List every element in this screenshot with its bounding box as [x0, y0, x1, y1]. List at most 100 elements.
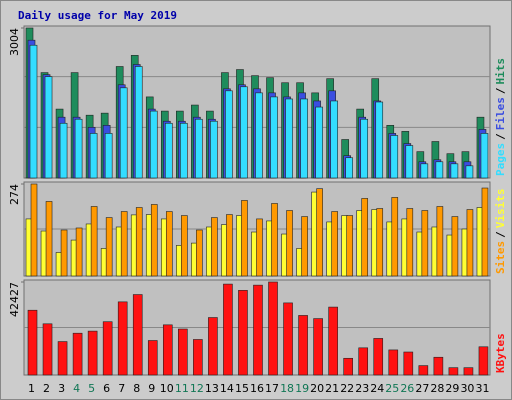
bar — [418, 365, 429, 376]
bar — [373, 338, 384, 376]
legend-entry: Visits — [494, 189, 507, 229]
bar — [463, 367, 474, 376]
x-tick-label: 11 — [175, 382, 189, 395]
y-tick-label: 3004 — [8, 28, 21, 56]
y-tick-label: 274 — [8, 184, 21, 205]
bar — [223, 283, 233, 376]
bar — [27, 309, 38, 376]
bar — [433, 356, 444, 376]
bar — [403, 351, 414, 376]
x-tick-label: 28 — [430, 382, 444, 395]
bar — [44, 76, 53, 179]
bar — [271, 203, 278, 277]
x-tick-label: 29 — [445, 382, 459, 395]
bar — [164, 122, 173, 179]
x-tick-label: 16 — [250, 382, 264, 395]
bar — [208, 317, 218, 376]
bar — [450, 163, 459, 179]
x-tick-label: 26 — [400, 382, 414, 395]
bar — [361, 198, 369, 277]
bar — [181, 215, 188, 277]
bar — [466, 209, 474, 277]
bar — [211, 217, 218, 277]
bar — [196, 229, 203, 277]
bar — [451, 216, 459, 277]
bar — [391, 197, 399, 277]
x-tick-label: 9 — [148, 382, 155, 395]
x-tick-label: 5 — [88, 382, 95, 395]
bar — [388, 349, 399, 376]
x-tick-label: 13 — [205, 382, 219, 395]
x-tick-label: 3 — [58, 382, 65, 395]
x-tick-label: 24 — [370, 382, 384, 395]
bar — [240, 86, 248, 179]
bar — [360, 118, 369, 179]
x-tick-label: 6 — [103, 382, 110, 395]
bar — [345, 157, 353, 179]
bar — [300, 98, 308, 179]
bar — [241, 200, 248, 277]
x-tick-label: 22 — [340, 382, 354, 395]
x-tick-label: 2 — [43, 382, 50, 395]
bar — [298, 315, 308, 376]
bar — [210, 120, 218, 179]
bar — [285, 98, 293, 179]
bar — [301, 216, 308, 277]
bar — [346, 215, 353, 277]
bar — [286, 210, 293, 277]
bar — [406, 208, 414, 277]
bar — [238, 290, 248, 376]
bar — [90, 206, 98, 277]
bar — [117, 301, 128, 376]
bar — [195, 118, 203, 179]
bar — [132, 294, 143, 376]
x-tick-label: 15 — [235, 382, 249, 395]
bar — [405, 145, 414, 179]
bar — [465, 165, 474, 179]
bar — [134, 66, 143, 179]
bar — [105, 217, 113, 277]
bar — [30, 183, 38, 277]
bar — [331, 211, 338, 277]
bar — [226, 214, 233, 277]
x-tick-label: 20 — [310, 382, 324, 395]
legend-entry: Files — [494, 97, 507, 130]
bar — [120, 211, 128, 277]
x-tick-label: 17 — [265, 382, 279, 395]
bar — [147, 340, 158, 376]
bar — [150, 204, 158, 277]
x-tick-label: 8 — [133, 382, 140, 395]
bar — [45, 201, 53, 277]
x-tick-label: 18 — [280, 382, 294, 395]
legend-separator: / — [494, 231, 507, 238]
bar — [283, 302, 293, 376]
bar — [313, 318, 323, 376]
bar — [253, 284, 263, 376]
bar — [481, 187, 489, 277]
bar — [102, 321, 113, 376]
x-tick-label: 27 — [415, 382, 429, 395]
x-tick-label: 19 — [295, 382, 309, 395]
x-tick-label: 23 — [355, 382, 369, 395]
bar — [435, 161, 444, 179]
bar — [87, 330, 98, 376]
bar — [256, 218, 263, 277]
bar — [421, 210, 429, 277]
legend-entry: KBytes — [494, 333, 507, 373]
x-tick-label: 4 — [73, 382, 80, 395]
x-tick-label: 1 — [28, 382, 35, 395]
bar — [375, 101, 384, 179]
bar — [343, 357, 353, 376]
bar — [316, 188, 323, 277]
bar — [436, 206, 444, 277]
legend-separator: / — [494, 133, 507, 140]
bar — [135, 207, 143, 277]
bar — [72, 332, 83, 376]
bar — [480, 133, 489, 179]
chart-title: Daily usage for May 2019 — [18, 9, 177, 22]
legend-entry: Hits — [494, 58, 507, 85]
x-tick-label: 14 — [220, 382, 234, 395]
bar — [420, 163, 429, 179]
